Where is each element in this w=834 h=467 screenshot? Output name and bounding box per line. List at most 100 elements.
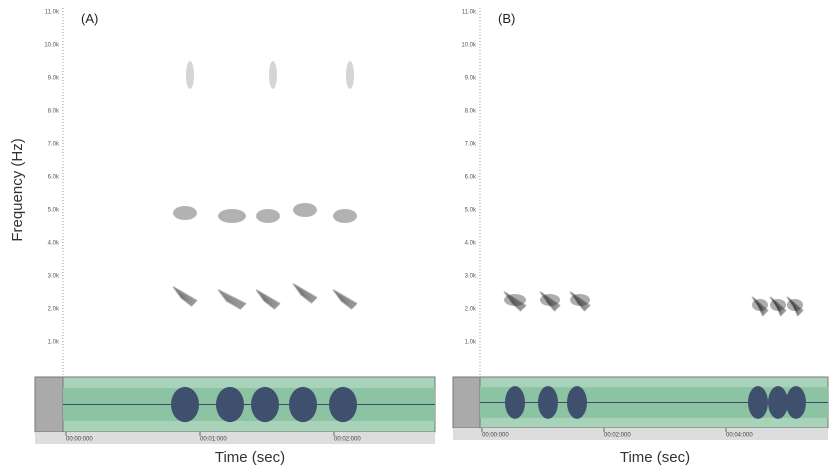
y-tick-label: 9.0k xyxy=(465,76,477,82)
harmonic-trace xyxy=(576,301,586,312)
waveform-gutter xyxy=(34,376,64,433)
y-tick-label: 10.0k xyxy=(44,43,60,49)
y-tick-label: 4.0k xyxy=(48,241,60,247)
harmonic-trace xyxy=(757,304,765,316)
harmonic-trace xyxy=(775,304,783,316)
harmonic-trace xyxy=(776,306,782,317)
waveform-gutter xyxy=(452,376,481,429)
y-tick-label: 5.0k xyxy=(465,208,477,214)
harmonic-trace xyxy=(546,301,556,312)
harmonic-trace xyxy=(758,306,764,317)
y-tick-label: 2.0k xyxy=(48,307,60,313)
harmonic-trace xyxy=(299,293,313,304)
harmonic-trace xyxy=(506,295,525,309)
harmonic-trace xyxy=(222,295,244,308)
harmonic-trace xyxy=(772,300,785,314)
waveform-burst xyxy=(748,386,768,419)
waveform-burst xyxy=(538,386,558,419)
harmonic-trace xyxy=(259,295,278,308)
harmonic-trace xyxy=(262,299,276,310)
waveform-burst xyxy=(768,386,788,419)
harmonic-trace xyxy=(575,299,587,311)
harmonic-trace xyxy=(292,283,318,299)
harmonic-trace xyxy=(335,293,356,307)
panel-label: (B) xyxy=(498,11,515,26)
y-tick-label: 8.0k xyxy=(48,109,60,115)
waveform-burst xyxy=(329,386,357,423)
x-axis-label: Time (sec) xyxy=(620,449,690,466)
spectrogram-panel: 11.0k 10.0k 9.0k 8.0k 7.0k 6.0k 5.0k 4.0k 3.0k 2.… xyxy=(452,8,829,466)
harmonic-trace xyxy=(256,209,280,223)
harmonic-trace xyxy=(218,209,246,223)
y-tick-label: 1.0k xyxy=(465,340,477,346)
harmonic-trace xyxy=(332,289,358,305)
harmonic-trace xyxy=(786,296,804,312)
harmonic-trace xyxy=(504,293,526,308)
time-label: 00:04:000 xyxy=(726,433,753,439)
harmonic-trace xyxy=(172,286,198,302)
y-tick-label: 10.0k xyxy=(461,43,477,49)
harmonic-trace xyxy=(792,304,800,316)
harmonic-trace xyxy=(336,295,355,308)
time-strip xyxy=(453,428,828,440)
y-tick-label: 6.0k xyxy=(48,175,60,181)
harmonic-trace xyxy=(217,289,247,305)
y-tick-label: 1.0k xyxy=(48,340,60,346)
harmonic-trace xyxy=(769,296,787,312)
harmonic-trace xyxy=(173,206,197,220)
harmonic-trace xyxy=(186,61,194,89)
x-axis-label: Time (sec) xyxy=(215,449,285,466)
harmonic-trace xyxy=(296,289,315,302)
harmonic-trace xyxy=(540,293,560,308)
harmonic-trace xyxy=(787,298,803,313)
harmonic-trace xyxy=(790,302,801,315)
y-tick-label: 3.0k xyxy=(48,274,60,280)
harmonic-trace xyxy=(261,297,277,309)
harmonic-trace xyxy=(570,293,590,308)
harmonic-trace xyxy=(258,293,279,307)
waveform-burst xyxy=(171,386,199,423)
harmonic-trace xyxy=(752,298,768,313)
y-tick-label: 7.0k xyxy=(465,142,477,148)
harmonic-trace xyxy=(178,294,194,306)
spectrogram-panel: 11.0k 10.0k 9.0k 8.0k 7.0k 6.0k 5.0k 4.0k 3.0k 2.… xyxy=(34,8,436,466)
harmonic-trace xyxy=(293,203,317,217)
harmonic-trace xyxy=(173,288,197,303)
harmonic-trace xyxy=(179,296,193,307)
waveform-burst xyxy=(786,386,806,419)
time-label: 00:01:000 xyxy=(200,437,227,443)
harmonic-trace xyxy=(338,297,354,309)
harmonic-trace xyxy=(509,299,523,311)
panel-label: (A) xyxy=(81,11,98,26)
harmonic-trace xyxy=(789,300,802,314)
harmonic-trace xyxy=(256,291,280,306)
y-tick-label: 2.0k xyxy=(465,307,477,313)
time-label: 00:00:000 xyxy=(66,437,93,443)
waveform-burst xyxy=(216,386,244,423)
harmonic-trace xyxy=(770,298,786,313)
y-tick-label: 5.0k xyxy=(48,208,60,214)
harmonic-trace xyxy=(503,291,527,307)
harmonic-trace xyxy=(751,296,769,312)
y-axis-label: Frequency (Hz) xyxy=(9,138,26,241)
waveform-burst xyxy=(567,386,587,419)
harmonic-trace xyxy=(333,291,357,306)
harmonic-trace xyxy=(543,297,558,310)
waveform-burst xyxy=(251,386,279,423)
harmonic-trace xyxy=(339,299,353,310)
y-tick-label: 6.0k xyxy=(465,175,477,181)
harmonic-trace xyxy=(255,289,281,305)
y-tick-label: 11.0k xyxy=(45,10,60,16)
harmonic-trace xyxy=(540,294,560,306)
harmonic-trace xyxy=(752,299,768,311)
harmonic-trace xyxy=(755,302,766,315)
harmonic-trace xyxy=(787,299,803,311)
harmonic-trace xyxy=(773,302,784,315)
y-tick-label: 8.0k xyxy=(465,109,477,115)
time-strip xyxy=(35,432,435,444)
waveform-burst xyxy=(505,386,525,419)
harmonic-trace xyxy=(754,300,767,314)
harmonic-trace xyxy=(220,293,245,307)
harmonic-trace xyxy=(545,299,557,311)
